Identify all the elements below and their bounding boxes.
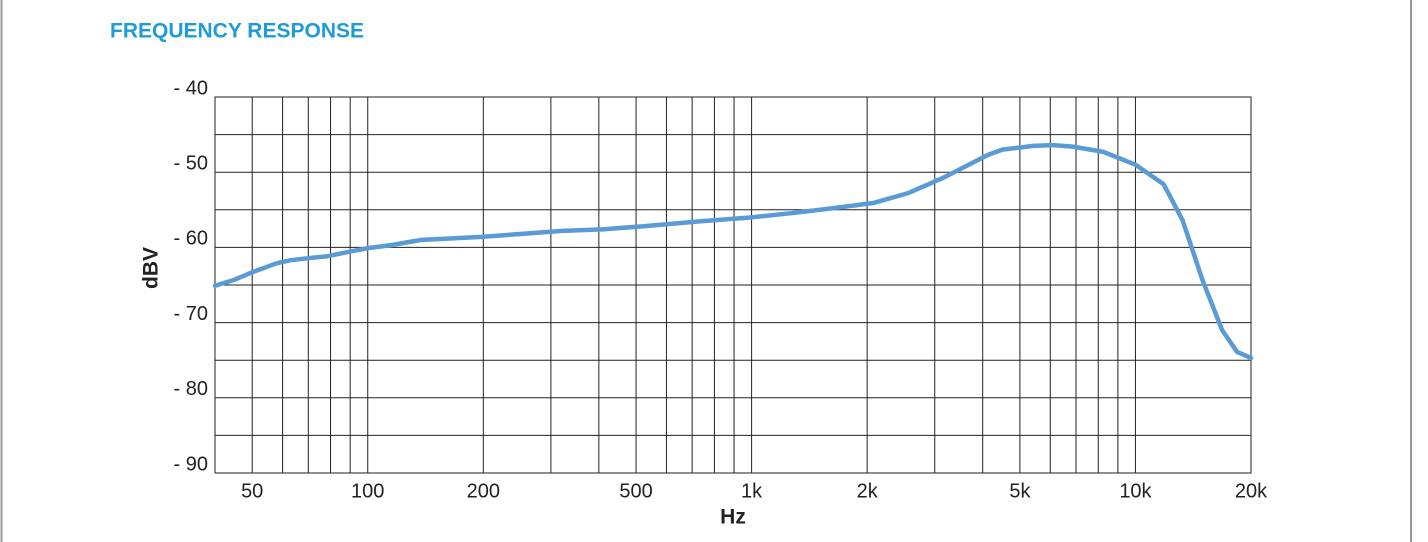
- y-tick-label: - 70: [174, 303, 208, 325]
- chart-title: FREQUENCY RESPONSE: [110, 20, 364, 43]
- y-tick-label: - 40: [174, 77, 208, 99]
- x-tick-label: 1k: [741, 480, 763, 502]
- x-tick-label: 500: [619, 480, 652, 502]
- y-tick-label: - 60: [174, 228, 208, 250]
- x-tick-label: 50: [241, 480, 263, 502]
- x-tick-label: 2k: [857, 480, 879, 502]
- y-tick-label: - 80: [174, 378, 208, 400]
- x-tick-label: 200: [467, 480, 500, 502]
- y-tick-label: - 50: [174, 152, 208, 174]
- response-line: [212, 142, 1254, 361]
- x-tick-label: 5k: [1009, 480, 1031, 502]
- x-tick-label: 100: [351, 480, 384, 502]
- y-axis-label: dBV: [140, 247, 163, 289]
- x-tick-label: 20k: [1235, 480, 1268, 502]
- y-tick-label: - 90: [174, 453, 208, 475]
- x-axis-label: Hz: [720, 506, 746, 529]
- x-tick-label: 10k: [1119, 480, 1152, 502]
